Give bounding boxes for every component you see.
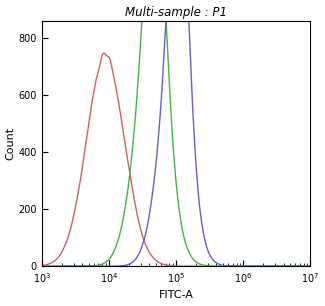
Title: Multi-sample : P1: Multi-sample : P1 (125, 6, 227, 19)
Y-axis label: Count: Count (6, 127, 16, 160)
X-axis label: FITC-A: FITC-A (159, 290, 193, 300)
